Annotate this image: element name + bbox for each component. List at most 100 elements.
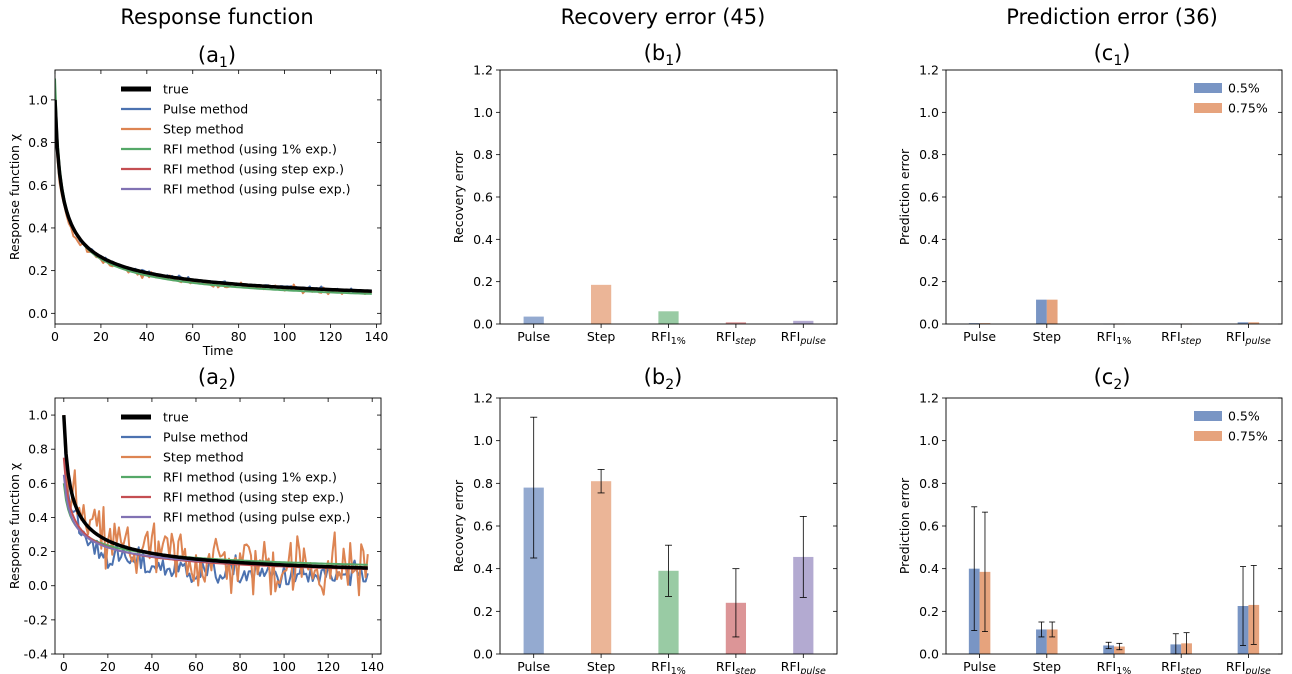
x-tick-label: Pulse [963, 329, 996, 344]
bar-rfipulse [793, 556, 814, 654]
bar-0.5% [1237, 322, 1249, 324]
x-tick-label: RFIstep [716, 659, 756, 674]
y-tick-label: 0.0 [919, 317, 939, 332]
column-title-response-function: Response function [120, 5, 313, 29]
y-tick-label: 0.2 [919, 274, 939, 289]
legend-label-rfi1: RFI method (using 1% exp.) [163, 470, 337, 485]
bar-0.5% [1036, 629, 1047, 654]
legend-label-true: true [163, 410, 189, 425]
x-tick-label: 40 [139, 329, 155, 344]
x-tick-label: 20 [100, 659, 116, 674]
legend-label: 0.75% [1228, 101, 1268, 116]
legend-label-step: Step method [163, 122, 244, 137]
legend-label-rfistep: RFI method (using step exp.) [163, 162, 344, 177]
y-tick-label: 1.0 [919, 105, 939, 120]
x-tick-label: 0 [60, 659, 68, 674]
bar-0.75% [1114, 646, 1125, 654]
bar-rfipulse [793, 320, 814, 324]
y-tick-label: 0.8 [473, 476, 493, 491]
x-tick-label: RFI1% [1097, 659, 1132, 674]
legend-swatch [1194, 431, 1222, 441]
y-tick-label: 1.0 [28, 92, 48, 107]
plot-frame [499, 69, 838, 325]
x-tick-label: 40 [144, 659, 160, 674]
y-tick-label: 0.0 [473, 317, 493, 332]
x-tick-label: 0 [51, 329, 59, 344]
y-axis-label: Response function χ [7, 463, 22, 589]
y-tick-label: 1.0 [473, 433, 493, 448]
y-tick-label: 0.2 [28, 263, 48, 278]
y-tick-label: 1.2 [473, 391, 493, 406]
x-tick-label: Pulse [517, 329, 550, 344]
x-tick-label: 20 [93, 329, 109, 344]
legend-label: 0.5% [1228, 409, 1260, 424]
y-tick-label: 1.2 [473, 63, 493, 78]
x-tick-label: RFIpulse [1226, 659, 1271, 674]
bar-pulse [523, 487, 544, 654]
chart-b2: 0.0 0.2 0.4 0.6 0.8 1.0 1.2 Pulse Step RFI1% RFIst… [451, 365, 838, 674]
y-tick-label: 0.6 [473, 519, 493, 534]
y-tick-label: 0.6 [473, 190, 493, 205]
bar-rfi1 [658, 570, 679, 654]
x-tick-label: RFI1% [651, 659, 686, 674]
plot-frame [54, 69, 382, 325]
y-tick-label: 0.0 [473, 647, 493, 662]
y-axis-label: Prediction error [897, 477, 912, 574]
panel-label: (a2) [198, 365, 236, 393]
x-tick-label: RFIstep [1161, 329, 1201, 347]
x-axis-label: Time [202, 343, 234, 358]
y-tick-label: 0.8 [919, 147, 939, 162]
y-tick-label: 0.4 [28, 510, 48, 525]
bar-0.75% [1248, 322, 1260, 324]
y-tick-label: 0.0 [28, 578, 48, 593]
bar-step [590, 284, 612, 324]
y-tick-label: 0.6 [28, 178, 48, 193]
legend-label-step: Step method [163, 450, 244, 465]
x-tick-label: RFIpulse [781, 659, 826, 674]
x-tick-label: Step [1033, 659, 1062, 674]
bar-rfistep [725, 322, 747, 324]
bar-0.75% [1046, 629, 1058, 654]
legend-label: 0.75% [1228, 429, 1268, 444]
y-tick-label: 0.2 [473, 274, 493, 289]
x-tick-label: 140 [360, 659, 384, 674]
legend-label-rfistep: RFI method (using step exp.) [163, 490, 344, 505]
legend-label-pulse: Pulse method [163, 102, 248, 117]
y-axis-label: Recovery error [451, 479, 466, 572]
y-axis-label: Response function χ [7, 134, 22, 260]
chart-a1: 0 20 40 60 80 100 120 140 0.0 0.2 0.4 0.6 0.8 1.0 Time… [7, 43, 388, 358]
x-tick-label: RFIpulse [781, 329, 826, 347]
chart-b1: 0.0 0.2 0.4 0.6 0.8 1.0 1.2 Pulse Step RFI1% RFIst… [451, 41, 838, 347]
series-line-true [62, 414, 368, 570]
x-tick-label: Step [1033, 329, 1062, 344]
legend-swatch [1194, 83, 1222, 93]
x-tick-label: 80 [232, 659, 248, 674]
panel-label: (b1) [644, 41, 683, 69]
x-tick-label: Step [587, 659, 616, 674]
y-tick-label: 0.4 [473, 232, 493, 247]
bar-rfi1 [658, 311, 679, 324]
y-tick-label: 0.6 [919, 519, 939, 534]
y-tick-label: 1.0 [473, 105, 493, 120]
series-line-rfi1 [55, 78, 372, 295]
x-tick-label: 100 [273, 329, 297, 344]
panel-label: (a1) [198, 43, 236, 71]
y-axis-label: Prediction error [897, 148, 912, 245]
y-tick-label: 0.2 [919, 604, 939, 619]
column-title-recovery-error: Recovery error (45) [561, 5, 766, 29]
y-tick-label: 0.4 [473, 561, 493, 576]
x-tick-label: RFI1% [1097, 329, 1132, 347]
bar-0.5% [1103, 645, 1114, 654]
x-tick-label: 100 [272, 659, 296, 674]
bar-pulse [523, 316, 544, 324]
x-tick-label: Step [587, 329, 616, 344]
x-tick-label: 60 [185, 329, 201, 344]
chart-a2: 0 20 40 60 80 100 120 140 -0.4 -0.2 0.0 0.2 0.4 0.6 0.… [7, 365, 384, 674]
y-tick-label: 1.2 [919, 63, 939, 78]
bar-step [590, 481, 612, 654]
y-tick-label: 0.4 [28, 220, 48, 235]
y-tick-label: 0.0 [919, 647, 939, 662]
y-tick-label: 1.2 [919, 391, 939, 406]
x-tick-label: 80 [231, 329, 247, 344]
